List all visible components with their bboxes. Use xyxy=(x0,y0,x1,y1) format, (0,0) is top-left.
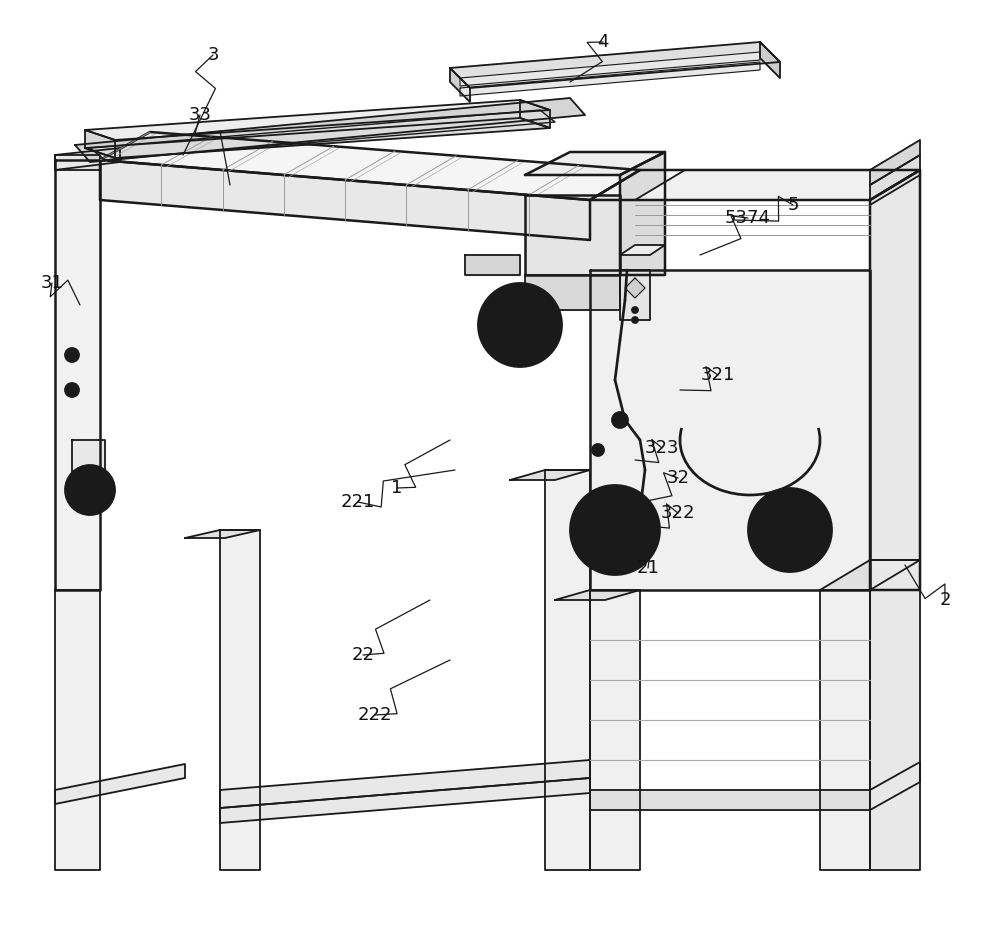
Polygon shape xyxy=(590,790,870,810)
Polygon shape xyxy=(625,278,645,298)
Circle shape xyxy=(478,283,562,367)
Polygon shape xyxy=(525,152,665,175)
Text: 5374: 5374 xyxy=(725,209,771,227)
Polygon shape xyxy=(55,155,100,170)
Polygon shape xyxy=(620,245,665,255)
Polygon shape xyxy=(760,42,780,78)
Text: 22: 22 xyxy=(352,646,374,664)
Polygon shape xyxy=(220,530,260,870)
Text: 321: 321 xyxy=(701,366,735,384)
Circle shape xyxy=(65,465,115,515)
Polygon shape xyxy=(220,760,590,808)
Polygon shape xyxy=(55,764,185,804)
Polygon shape xyxy=(100,132,640,200)
Polygon shape xyxy=(590,590,640,870)
Polygon shape xyxy=(85,118,550,158)
Polygon shape xyxy=(820,560,920,590)
Text: 5: 5 xyxy=(787,196,799,214)
Polygon shape xyxy=(545,470,590,870)
Circle shape xyxy=(495,300,545,350)
Text: 31: 31 xyxy=(41,274,63,292)
Text: 4: 4 xyxy=(597,33,609,51)
Text: 221: 221 xyxy=(341,493,375,511)
Circle shape xyxy=(748,488,832,572)
Text: 222: 222 xyxy=(358,706,392,724)
Polygon shape xyxy=(520,100,550,128)
Polygon shape xyxy=(820,590,870,870)
Circle shape xyxy=(65,383,79,397)
Polygon shape xyxy=(90,110,555,160)
Polygon shape xyxy=(450,42,780,88)
Polygon shape xyxy=(460,52,760,86)
Polygon shape xyxy=(870,560,920,870)
Polygon shape xyxy=(85,100,550,140)
Polygon shape xyxy=(460,62,760,96)
Polygon shape xyxy=(450,68,470,102)
Polygon shape xyxy=(870,140,920,185)
Polygon shape xyxy=(610,510,635,540)
Polygon shape xyxy=(635,170,920,200)
Polygon shape xyxy=(185,530,260,538)
Polygon shape xyxy=(100,160,590,240)
Circle shape xyxy=(632,307,638,313)
Text: 32: 32 xyxy=(666,469,690,487)
Polygon shape xyxy=(870,155,920,205)
Polygon shape xyxy=(55,148,120,170)
Text: 21: 21 xyxy=(637,559,659,577)
Polygon shape xyxy=(525,195,620,275)
Polygon shape xyxy=(75,98,585,162)
Polygon shape xyxy=(525,275,620,310)
Polygon shape xyxy=(620,270,650,320)
Polygon shape xyxy=(555,590,640,600)
Circle shape xyxy=(587,502,643,558)
Text: 322: 322 xyxy=(661,504,695,522)
Polygon shape xyxy=(72,440,105,480)
Circle shape xyxy=(607,522,623,538)
Circle shape xyxy=(632,317,638,323)
Polygon shape xyxy=(55,590,100,870)
Text: 2: 2 xyxy=(939,591,951,609)
Polygon shape xyxy=(85,130,115,158)
Polygon shape xyxy=(590,270,870,590)
Polygon shape xyxy=(620,152,665,275)
Polygon shape xyxy=(55,160,100,590)
Text: 33: 33 xyxy=(188,106,212,124)
Circle shape xyxy=(78,478,102,502)
Polygon shape xyxy=(590,170,920,200)
Circle shape xyxy=(570,485,660,575)
Polygon shape xyxy=(870,170,920,590)
Circle shape xyxy=(783,523,797,537)
Polygon shape xyxy=(870,762,920,810)
Text: 1: 1 xyxy=(391,479,403,497)
Circle shape xyxy=(65,348,79,362)
Circle shape xyxy=(592,444,604,456)
Polygon shape xyxy=(220,778,590,823)
Polygon shape xyxy=(465,255,520,275)
Circle shape xyxy=(765,505,815,555)
Text: 3: 3 xyxy=(207,46,219,64)
Circle shape xyxy=(612,412,628,428)
Text: 323: 323 xyxy=(645,439,679,457)
Polygon shape xyxy=(510,470,590,480)
